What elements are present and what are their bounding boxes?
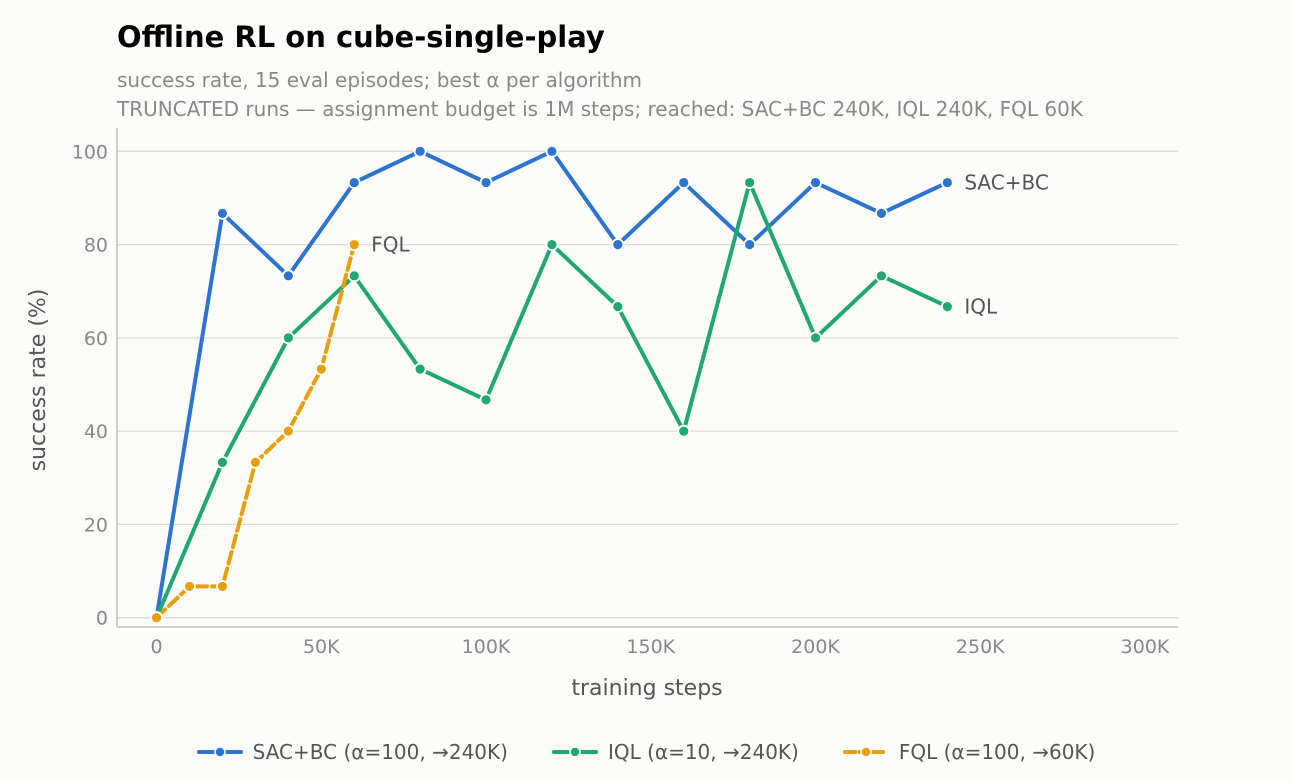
chart-note: TRUNCATED runs — assignment budget is 1M… — [117, 97, 1083, 121]
series-sac-bc: SAC+BC — [150, 144, 1049, 625]
legend-item: SAC+BC (α=100, →240K) — [196, 740, 508, 764]
legend-marker — [213, 746, 226, 758]
data-point — [347, 176, 361, 189]
data-point — [216, 206, 229, 220]
legend-label: FQL (α=100, →60K) — [898, 740, 1096, 764]
chart-title: Offline RL on cube-single-play — [117, 20, 605, 54]
series-line — [154, 149, 950, 620]
x-tick-label: 300K — [1121, 636, 1170, 658]
data-point — [281, 269, 295, 283]
y-tick-label: 0 — [96, 608, 108, 630]
data-point — [743, 176, 757, 189]
data-point — [216, 580, 229, 593]
x-tick-label: 100K — [462, 636, 511, 658]
x-axis-label: training steps — [571, 676, 722, 701]
axes — [116, 128, 1178, 628]
legend-label: SAC+BC (α=100, →240K) — [252, 740, 508, 764]
y-tick-label: 20 — [84, 514, 108, 536]
y-tick-label: 80 — [84, 235, 108, 257]
y-tick-label: 60 — [84, 328, 108, 350]
legend-swatch — [842, 746, 889, 758]
data-point — [479, 393, 493, 407]
legend: SAC+BC (α=100, →240K) IQL (α=10, →240K) FQ… — [0, 740, 1292, 764]
data-point — [479, 176, 493, 189]
grid-lines — [117, 150, 1178, 619]
chart-subtitle: success rate, 15 eval episodes; best α p… — [117, 68, 643, 92]
data-point — [216, 455, 229, 469]
data-point — [677, 176, 691, 189]
data-point — [248, 455, 262, 469]
data-point — [809, 176, 822, 189]
x-tick-label: 50K — [303, 636, 340, 658]
data-point — [875, 206, 888, 220]
series-end-label: SAC+BC — [964, 171, 1048, 195]
y-tick-label: 40 — [84, 421, 108, 443]
legend-marker — [860, 746, 872, 758]
series-fql: FQL — [150, 233, 410, 625]
data-point — [940, 176, 954, 189]
y-tick-label: 100 — [72, 141, 108, 163]
legend-item: FQL (α=100, →60K) — [842, 740, 1096, 764]
chart-plot-area: 0 20 40 60 80 100 0 50K 100K 150K 200K 250K 300K SAC… — [26, 128, 1178, 701]
data-point — [314, 362, 328, 376]
x-tick-label: 150K — [626, 636, 675, 658]
series-layer: SAC+BC IQL FQL — [150, 144, 1049, 625]
x-tick-label: 200K — [791, 636, 840, 658]
tick-labels: 0 20 40 60 80 100 0 50K 100K 150K 200K 250K 300K — [72, 141, 1170, 658]
legend-label: IQL (α=10, →240K) — [607, 740, 799, 764]
data-point — [413, 362, 427, 376]
data-point — [743, 238, 757, 251]
x-tick-label: 250K — [956, 636, 1005, 658]
data-point — [545, 238, 559, 251]
data-point — [875, 269, 888, 283]
data-point — [413, 144, 427, 158]
legend-swatch — [196, 746, 243, 758]
legend-marker — [569, 746, 581, 758]
data-point — [281, 331, 295, 345]
x-tick-label: 0 — [150, 636, 162, 658]
data-point — [677, 424, 691, 438]
data-point — [545, 144, 559, 158]
data-point — [611, 300, 625, 314]
data-point — [940, 300, 954, 314]
data-point — [347, 269, 361, 283]
legend-item: IQL (α=10, →240K) — [551, 740, 799, 764]
data-point — [809, 331, 822, 345]
data-point — [183, 580, 196, 593]
data-point — [611, 238, 625, 251]
legend-swatch — [551, 746, 598, 758]
data-point — [281, 424, 295, 438]
series-end-label: FQL — [371, 233, 410, 257]
data-point — [347, 238, 361, 251]
series-end-label: IQL — [964, 295, 998, 319]
data-point — [150, 611, 163, 625]
y-axis-label: success rate (%) — [26, 289, 51, 472]
